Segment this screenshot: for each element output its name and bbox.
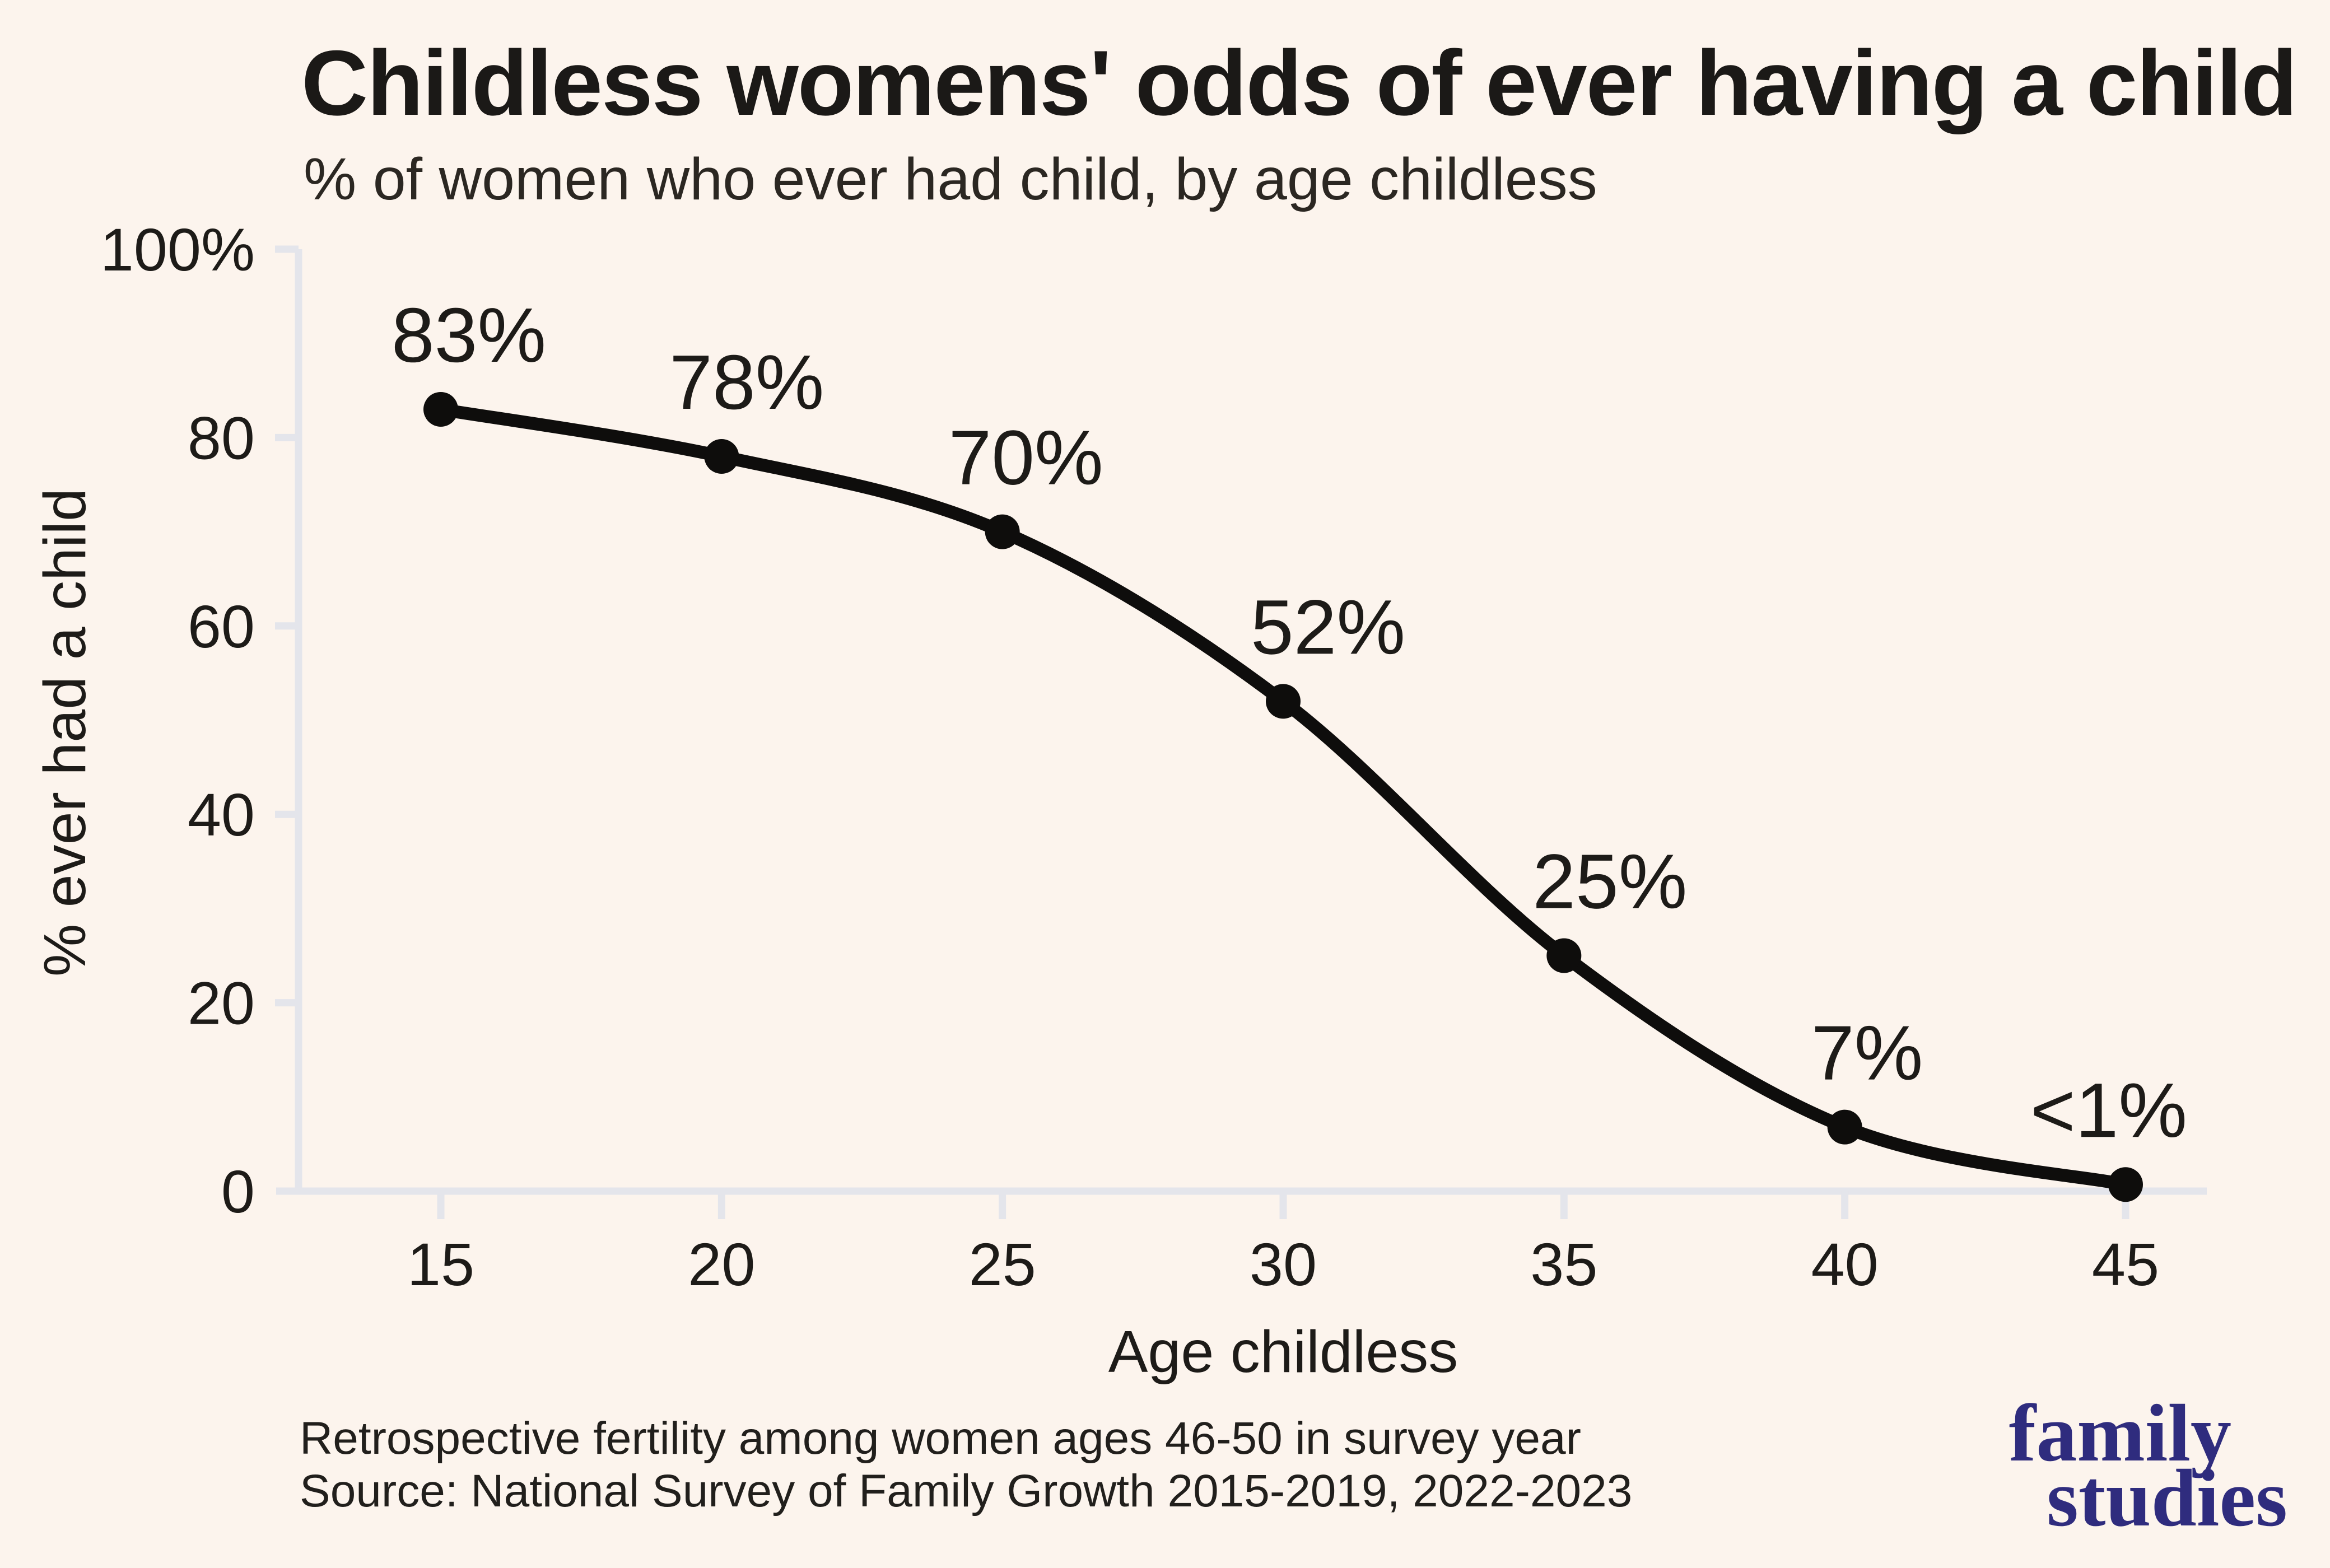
data-point-marker (704, 439, 739, 474)
x-tick-label: 25 (969, 1230, 1036, 1298)
x-tick-label: 15 (407, 1230, 474, 1298)
data-point-label: 70% (949, 415, 1103, 501)
x-tick-label: 45 (2092, 1230, 2159, 1298)
y-tick-label: 20 (188, 969, 255, 1037)
y-axis-title: % ever had a child (32, 488, 98, 977)
data-point-label: 78% (669, 339, 824, 426)
chart-title: Childless womens' odds of ever having a … (301, 31, 2298, 134)
x-tick-label: 20 (688, 1230, 755, 1298)
x-axis-title: Age childless (1108, 1319, 1458, 1385)
y-tick-label: 80 (188, 404, 255, 472)
data-point-label: 7% (1811, 1010, 1923, 1096)
footnote-line-2: Source: National Survey of Family Growth… (300, 1466, 1633, 1516)
data-point-label: <1% (2030, 1067, 2187, 1154)
data-point-marker (423, 391, 458, 427)
data-point-label: 25% (1532, 839, 1687, 925)
chart-footnote: Retrospective fertility among women ages… (300, 1412, 1632, 1518)
ifs-logo-line-family: family (2009, 1388, 2231, 1478)
data-point-marker (1266, 684, 1301, 719)
data-point-marker (1827, 1109, 1862, 1145)
x-tick-label: 30 (1250, 1230, 1317, 1298)
ifs-logo-line-studies: studies (2046, 1453, 2287, 1543)
x-tick-label: 35 (1530, 1230, 1597, 1298)
data-point-marker (1546, 938, 1582, 973)
y-tick-label: 60 (188, 592, 255, 660)
x-tick-label: 40 (1811, 1230, 1879, 1298)
data-point-label: 52% (1251, 584, 1405, 670)
y-tick-label: 100% (100, 216, 255, 283)
chart-subtitle: % of women who ever had child, by age ch… (304, 146, 1597, 212)
y-tick-label: 0 (221, 1158, 255, 1225)
y-tick-label: 40 (188, 781, 255, 848)
footnote-line-1: Retrospective fertility among women ages… (300, 1413, 1581, 1464)
data-point-marker (985, 514, 1020, 549)
data-point-label: 83% (392, 292, 546, 379)
data-point-marker (2108, 1167, 2143, 1202)
